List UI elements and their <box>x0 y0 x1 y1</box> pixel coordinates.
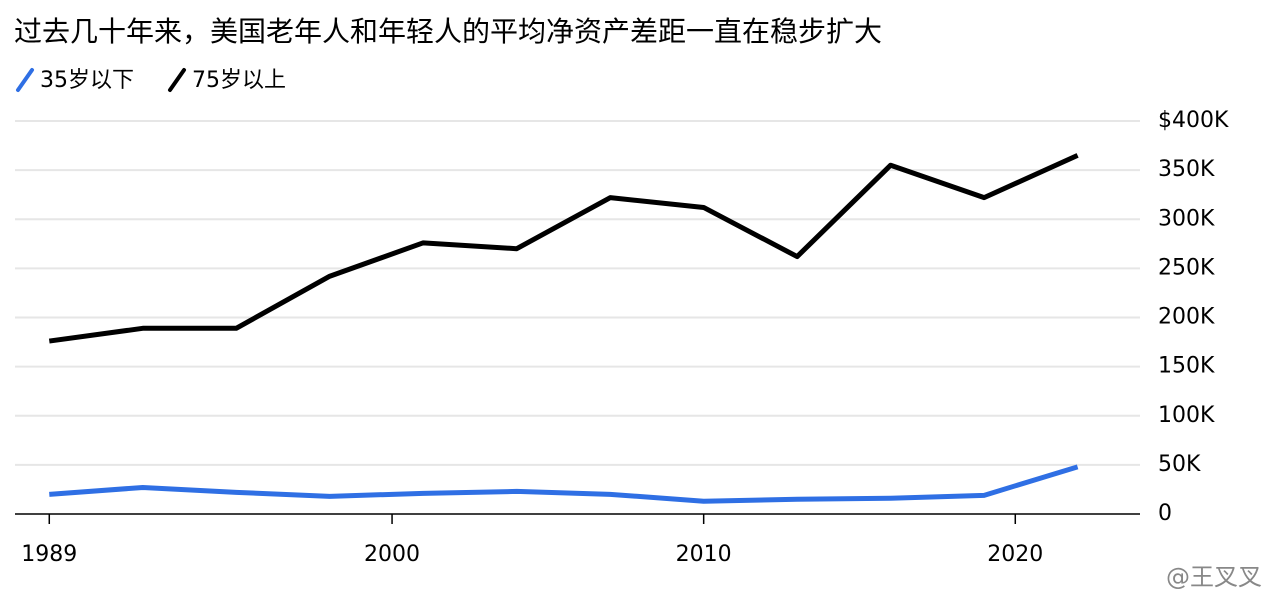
x-tick-label: 2020 <box>987 542 1043 567</box>
y-tick-label: 200K <box>1158 305 1215 330</box>
x-tick-label: 1989 <box>21 542 77 567</box>
watermark: @王叉叉 <box>1166 563 1262 591</box>
chart-title: 过去几十年来，美国老年人和年轻人的平均净资产差距一直在稳步扩大 <box>14 15 882 48</box>
x-tick-label: 2000 <box>364 542 420 567</box>
series-line <box>48 153 1079 344</box>
y-tick-label: 350K <box>1158 157 1215 182</box>
legend-label: 75岁以上 <box>192 68 286 93</box>
y-tick-label: 150K <box>1158 354 1215 379</box>
y-tick-label: $400K <box>1158 108 1229 133</box>
y-tick-label: 300K <box>1158 206 1215 231</box>
legend-swatch <box>16 68 34 92</box>
y-tick-label: 100K <box>1158 403 1215 428</box>
legend-label: 35岁以下 <box>40 68 134 93</box>
x-tick-label: 2010 <box>676 542 732 567</box>
y-tick-label: 0 <box>1158 501 1172 526</box>
legend-swatch <box>168 68 186 92</box>
y-tick-label: 250K <box>1158 255 1215 280</box>
y-tick-label: 50K <box>1158 452 1201 477</box>
series-line <box>49 464 1079 504</box>
